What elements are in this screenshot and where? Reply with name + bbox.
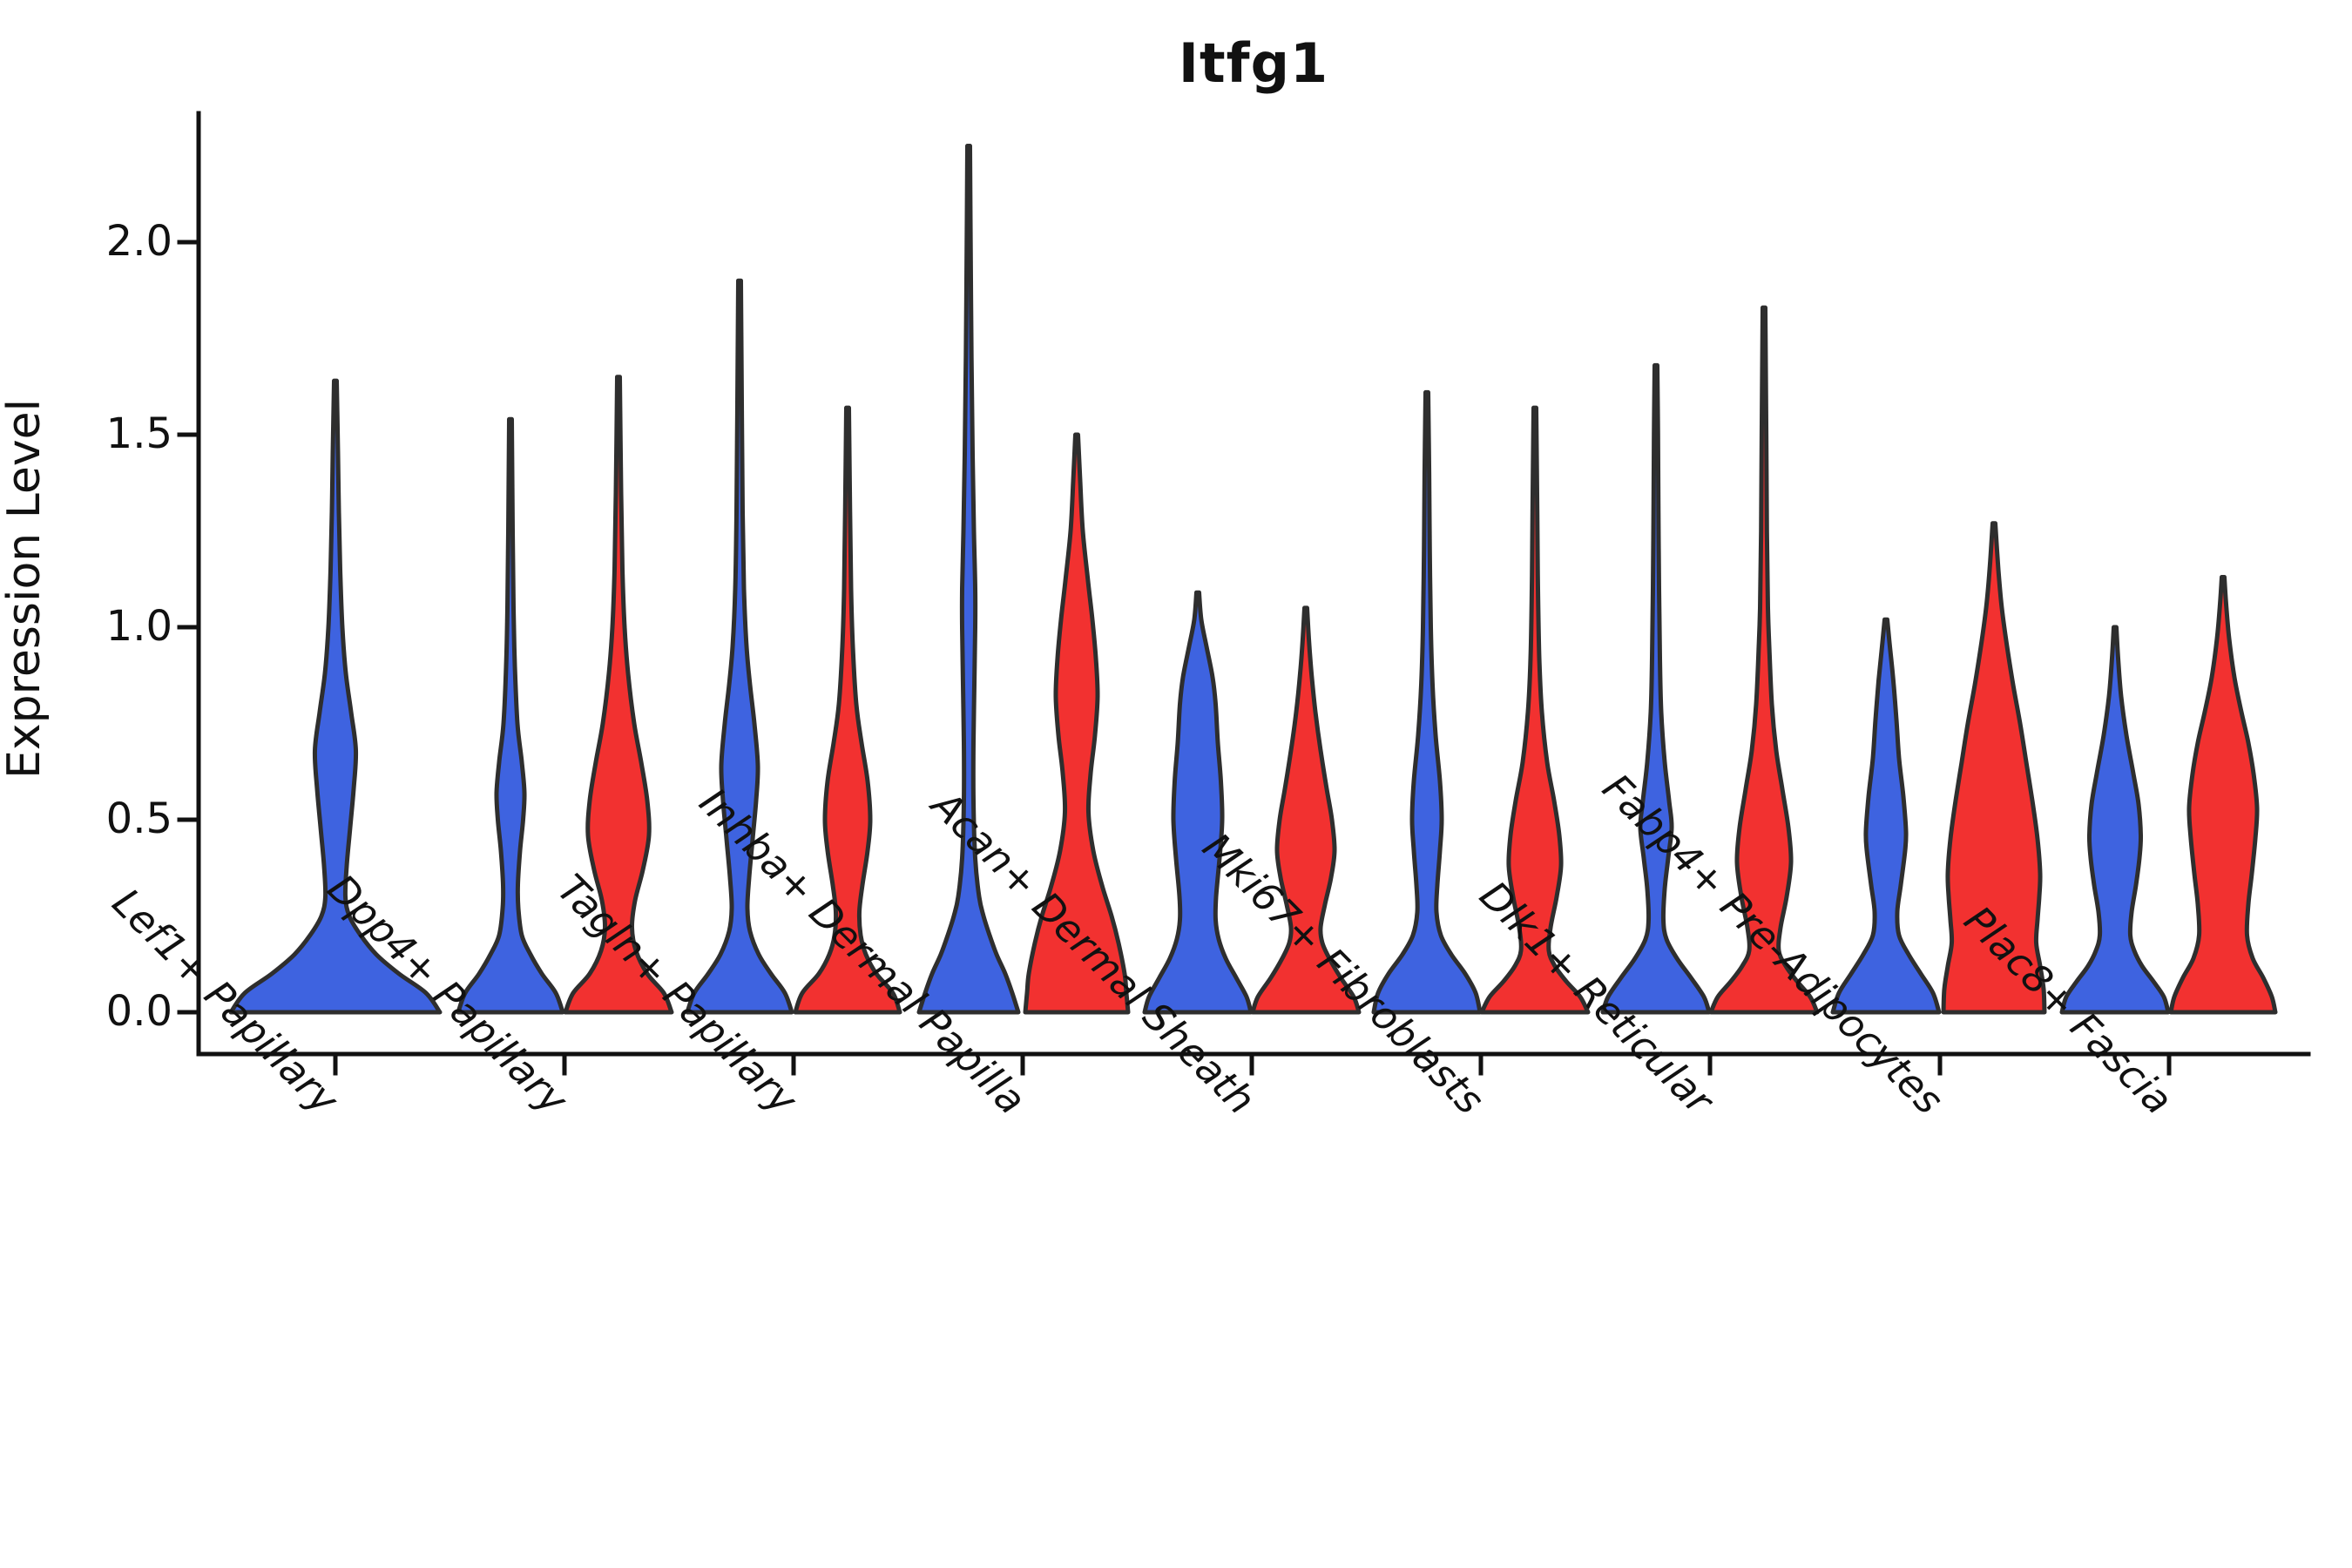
violin-1-red (563, 375, 674, 1015)
violin-5-blue (1371, 389, 1483, 1015)
chart-title: Itfg1 (1178, 31, 1329, 95)
violin-1-blue (456, 416, 565, 1015)
violin-4-red (1250, 605, 1362, 1015)
violin-6-red (1708, 305, 1820, 1015)
y-tick-label: 0.5 (105, 794, 172, 843)
violin-2-blue (685, 278, 794, 1015)
violin-5-red (1479, 405, 1591, 1015)
violin-0-blue (228, 378, 443, 1015)
y-tick-label: 0.0 (105, 987, 172, 1036)
y-tick-label: 1.0 (105, 602, 172, 651)
violin-6-blue (1600, 362, 1712, 1015)
y-tick-label: 2.0 (105, 217, 172, 266)
violin-7-blue (1830, 617, 1942, 1015)
violin-7-red (1941, 521, 2047, 1015)
violin-8-blue (2059, 625, 2171, 1015)
violin-2-red (793, 405, 902, 1015)
y-tick-label: 1.5 (105, 409, 172, 458)
violin-4-blue (1142, 590, 1254, 1015)
violin-8-red (2168, 575, 2278, 1015)
violin-3-blue (916, 144, 1021, 1015)
violin-3-red (1023, 432, 1131, 1015)
